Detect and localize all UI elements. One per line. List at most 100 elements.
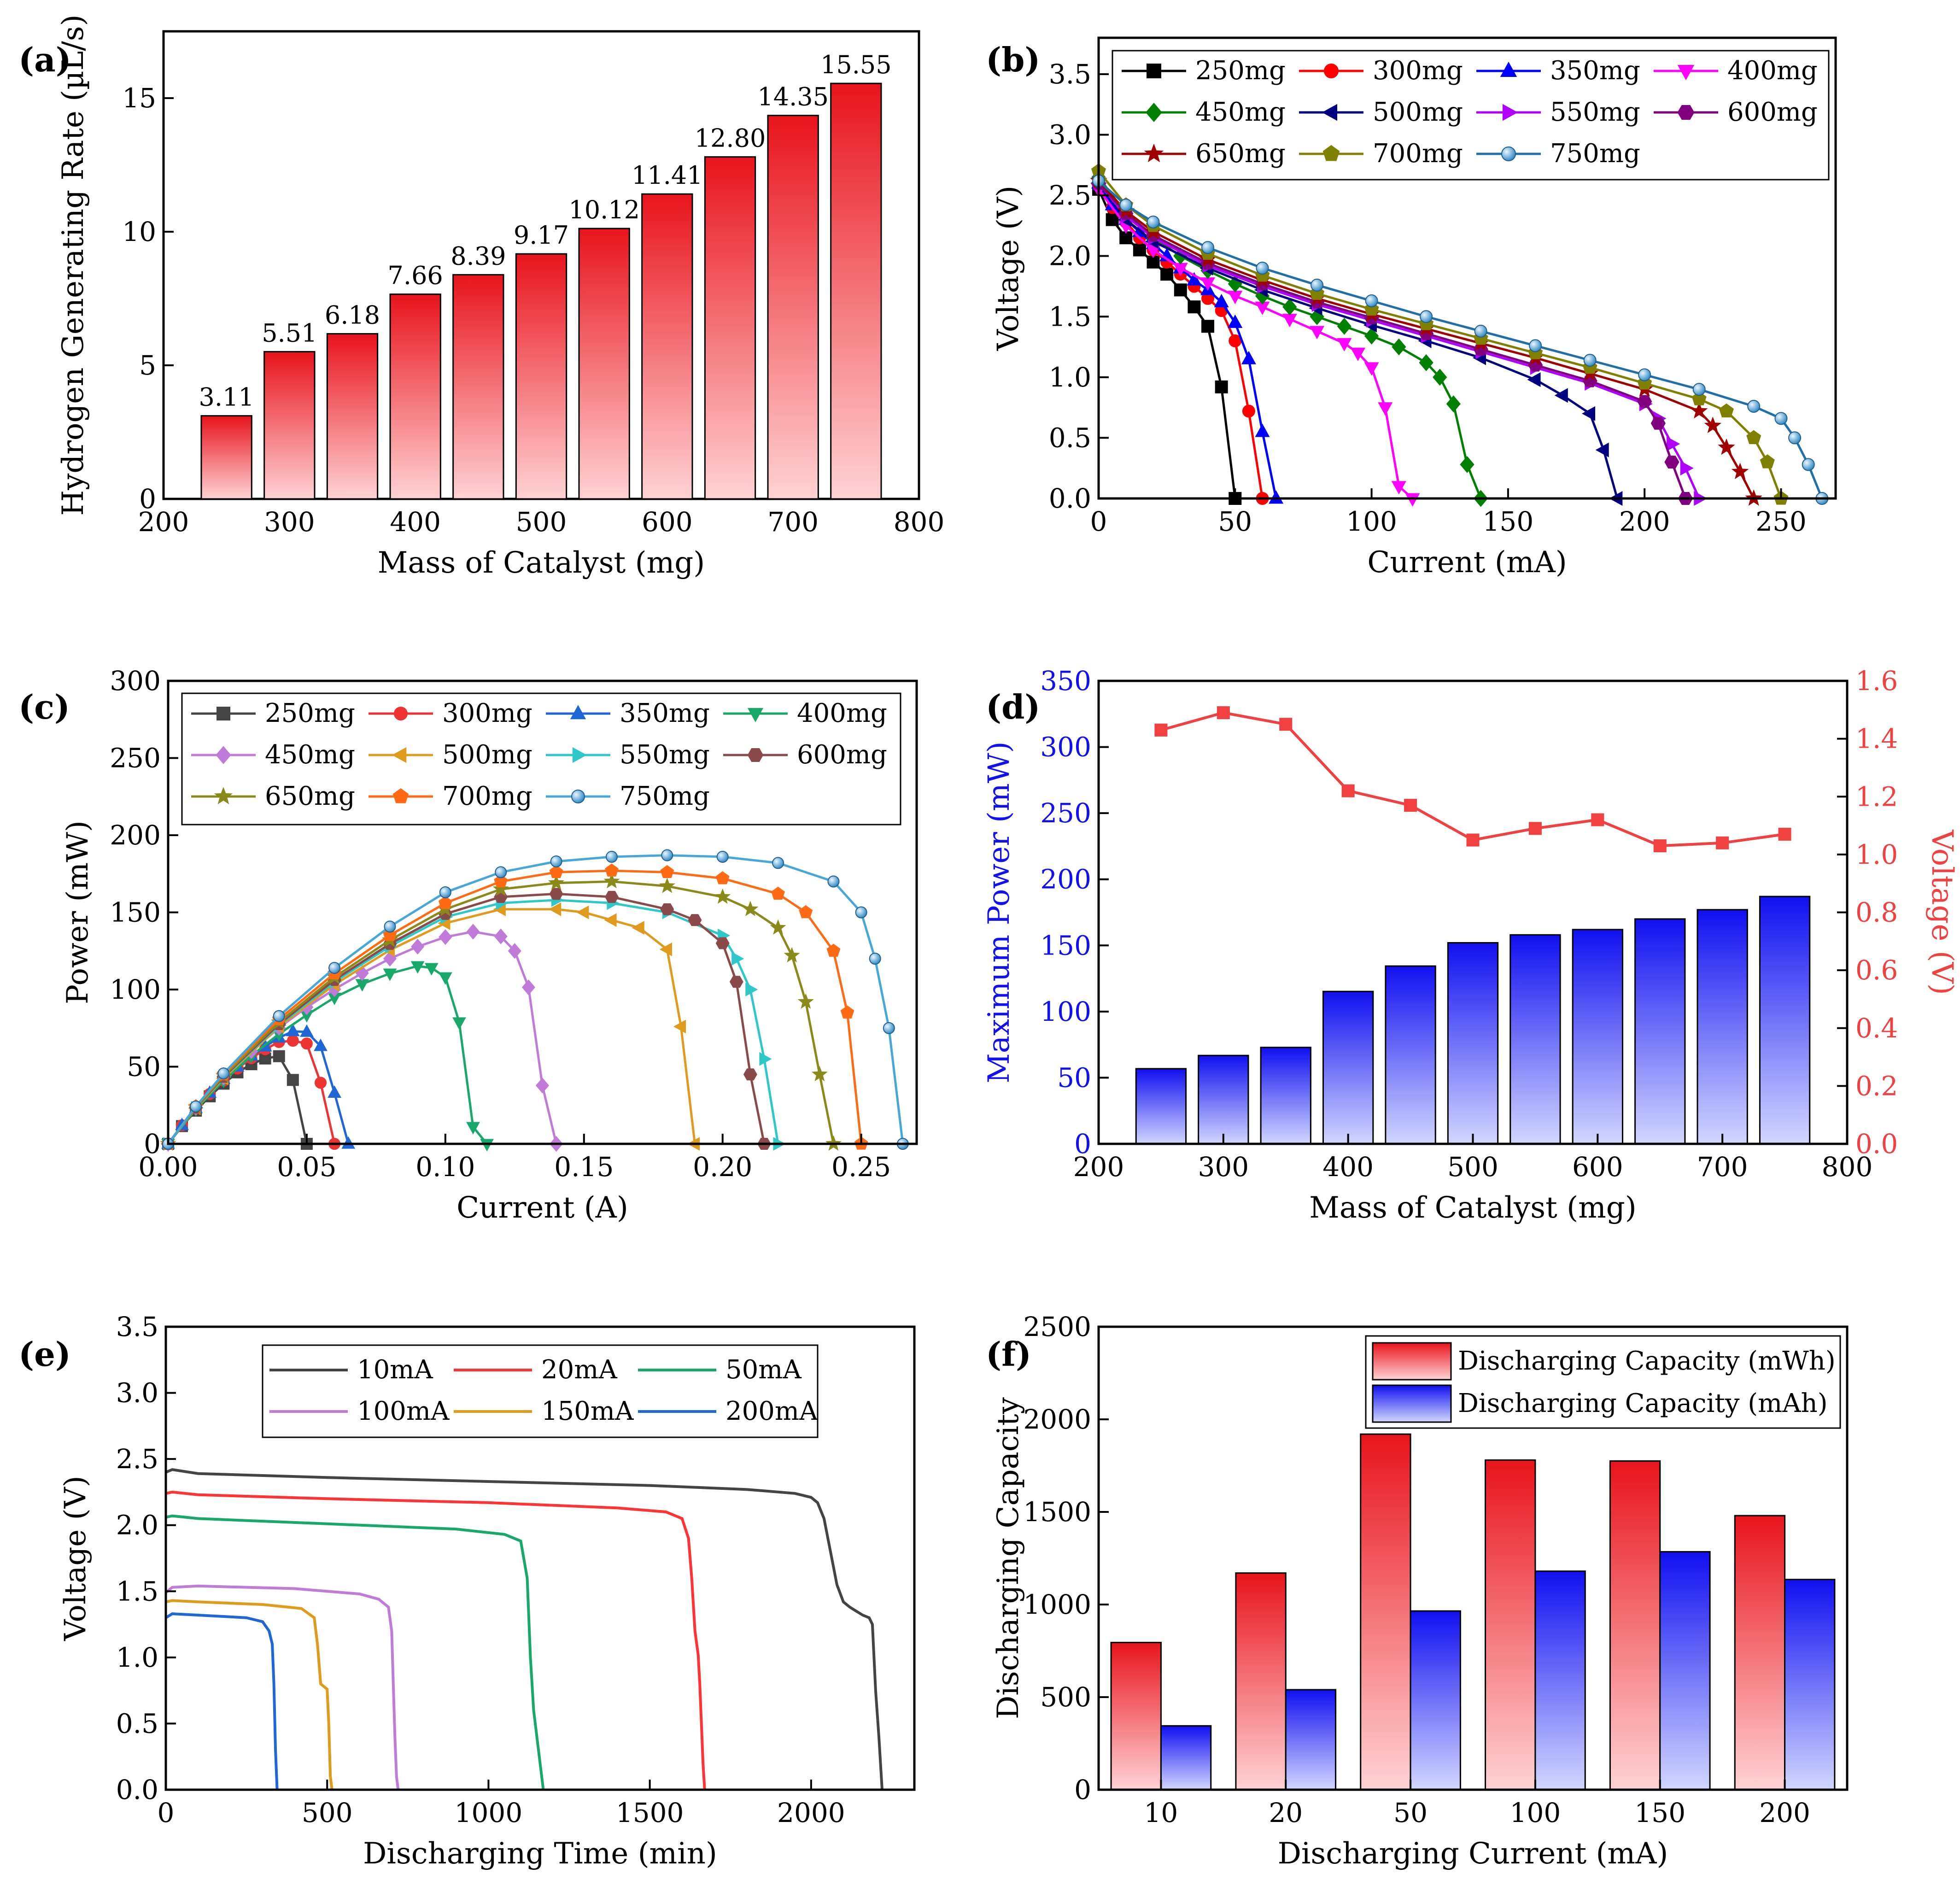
- x-tick-label: 600: [642, 506, 693, 538]
- voltage-point: [1341, 784, 1355, 797]
- data-point: [770, 919, 786, 935]
- data-point: [1460, 456, 1474, 473]
- data-point: [660, 903, 674, 915]
- x-tick-label: 1000: [455, 1797, 523, 1828]
- legend-label: 250mg: [265, 698, 355, 728]
- data-point: [1637, 395, 1652, 408]
- panel-label: (f): [986, 1335, 1031, 1374]
- legend-label: 50mA: [725, 1355, 802, 1385]
- y-tick-label: 0: [1074, 1128, 1091, 1160]
- panel-label: (c): [18, 687, 70, 726]
- y-tick-label: 350: [1040, 665, 1091, 697]
- x-tick-label: 800: [894, 506, 945, 538]
- legend-marker: [1322, 145, 1340, 161]
- voltage-point: [1716, 836, 1729, 849]
- data-point: [1680, 461, 1694, 476]
- data-point: [314, 1038, 328, 1051]
- data-point: [1378, 402, 1393, 416]
- bar: [641, 193, 693, 500]
- voltage-point: [1404, 799, 1417, 812]
- y-tick-label: 1.5: [1049, 301, 1091, 332]
- data-point: [1719, 403, 1734, 418]
- data-point: [632, 921, 644, 935]
- data-point: [452, 1017, 466, 1030]
- legend-label: 600mg: [797, 740, 887, 770]
- x-tick-label: 250: [1755, 506, 1807, 537]
- y-tick-label: 2.5: [1049, 180, 1091, 211]
- y-tick-label: 0.0: [1049, 483, 1091, 514]
- data-point: [1595, 442, 1609, 457]
- voltage-point: [1591, 813, 1604, 826]
- legend-label: 500mg: [1373, 97, 1463, 127]
- y-tick-label: 100: [1040, 996, 1091, 1027]
- y-tick-label: 2.0: [1049, 240, 1091, 272]
- data-point: [494, 928, 508, 944]
- y2-tick-label: 1.0: [1855, 839, 1898, 870]
- y-tick-label: 0.0: [116, 1774, 158, 1805]
- bar: [1135, 1068, 1187, 1145]
- y-axis-label: Hydrogen Generating Rate (µL/s): [56, 14, 90, 515]
- data-point: [1405, 493, 1420, 507]
- legend-marker: [216, 707, 230, 720]
- y-tick-label: 3.0: [116, 1377, 158, 1409]
- data-point: [1433, 369, 1447, 386]
- panel-label: (e): [18, 1335, 71, 1374]
- x-axis-label: Current (A): [456, 1191, 628, 1225]
- data-point: [1201, 320, 1215, 333]
- data-point: [869, 953, 881, 965]
- data-point: [1664, 456, 1679, 469]
- x-tick-label: 200: [1759, 1797, 1810, 1828]
- panel-c: (c) 0.00 0.05 0.10 0.15 0.20 0.25 0 50 100 150 200 2…: [18, 665, 918, 1225]
- panel-e: (e) 0 500 1000 1500 2000 0.0 0.5 1.0 1.5 2.0 2.5 3.0…: [18, 1311, 916, 1871]
- y2-tick-label: 0.0: [1855, 1128, 1898, 1160]
- bar: [1734, 1515, 1786, 1791]
- data-point: [1255, 423, 1270, 437]
- data-point: [411, 938, 425, 955]
- data-point: [495, 866, 507, 879]
- legend-label: 350mg: [1550, 56, 1640, 86]
- bar: [1784, 1579, 1836, 1791]
- data-point: [661, 849, 673, 861]
- data-point: [745, 983, 758, 996]
- y-tick-label: 5: [139, 350, 156, 381]
- series-line: [167, 880, 835, 1145]
- data-point: [1788, 431, 1802, 445]
- data-point: [715, 937, 730, 949]
- voltage-point: [1154, 723, 1168, 737]
- data-point: [1310, 326, 1325, 340]
- data-point: [840, 1005, 854, 1019]
- legend-label: 400mg: [797, 698, 887, 728]
- x-axis-label: Discharging Current (mA): [1278, 1837, 1668, 1871]
- x-tick-label: 800: [1822, 1151, 1873, 1183]
- data-point: [466, 924, 480, 940]
- bar: [263, 351, 316, 500]
- voltage-point: [1528, 822, 1542, 835]
- data-point: [1242, 404, 1255, 418]
- bar: [1235, 1572, 1287, 1791]
- panel-a: (a) 200 300 400 500 600 700 800 0 5 10 15 Mass of Ca…: [18, 14, 944, 580]
- legend-label: 20mA: [541, 1355, 617, 1385]
- data-point: [1119, 199, 1133, 212]
- bar: [1572, 929, 1624, 1145]
- legend-box: [262, 1344, 819, 1438]
- series-line: [165, 1612, 279, 1790]
- bar-data-label: 9.17: [514, 221, 569, 250]
- bar: [1110, 1641, 1162, 1791]
- y-tick-label: 300: [1040, 732, 1091, 763]
- bar: [1198, 1054, 1249, 1145]
- y-tick-label: 150: [1040, 930, 1091, 961]
- legend-label: 100mA: [357, 1396, 450, 1426]
- data-point: [659, 943, 672, 956]
- legend-label: 650mg: [1195, 139, 1286, 169]
- data-point: [315, 1077, 327, 1089]
- y-axis-label: Maximum Power (mW): [982, 741, 1016, 1083]
- data-point: [716, 850, 729, 863]
- legend-marker: [214, 786, 233, 805]
- y2-tick-label: 0.4: [1855, 1013, 1898, 1044]
- y2-tick-label: 1.4: [1855, 723, 1898, 755]
- data-point: [1446, 395, 1461, 413]
- data-point: [549, 902, 562, 916]
- y-tick-label: 1000: [1023, 1589, 1091, 1620]
- data-point: [1269, 490, 1284, 504]
